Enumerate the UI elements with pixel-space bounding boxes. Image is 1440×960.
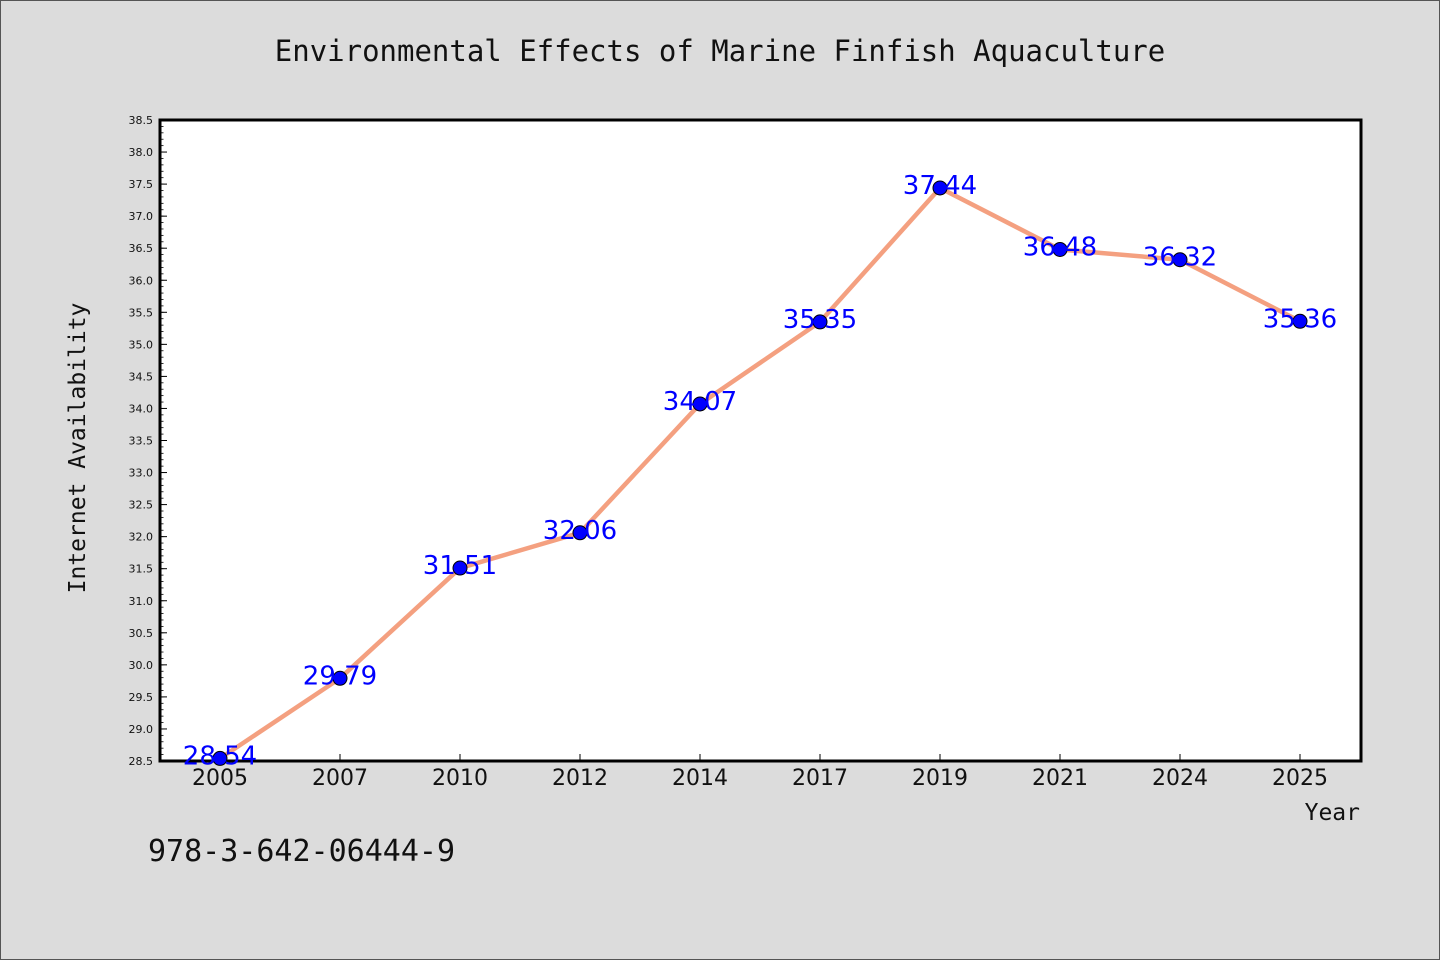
y-tick-label: 36.5 (129, 242, 154, 255)
data-label: 31.51 (423, 551, 497, 581)
chart-title: Environmental Effects of Marine Finfish … (274, 34, 1166, 68)
data-point (932, 180, 948, 196)
y-tick-label: 35.0 (129, 338, 154, 351)
y-tick-label: 29.5 (129, 691, 154, 704)
data-label: 35.36 (1263, 304, 1337, 334)
y-tick-label: 37.5 (129, 178, 154, 191)
y-tick-label: 30.0 (129, 659, 154, 672)
x-tick-label: 2012 (552, 766, 608, 791)
data-label: 34.07 (663, 387, 737, 417)
series-line (218, 185, 1302, 761)
y-tick-label: 37.0 (129, 210, 154, 223)
data-point (572, 525, 588, 541)
y-tick-label: 34.0 (129, 402, 154, 415)
y-tick-label: 31.0 (129, 595, 154, 608)
data-point (452, 560, 468, 576)
y-tick-label: 33.0 (129, 467, 154, 480)
data-label: 37.44 (903, 171, 977, 201)
x-tick-label: 2017 (792, 766, 848, 791)
x-tick-label: 2010 (432, 766, 488, 791)
y-axis-title: Internet Availability (65, 303, 91, 594)
y-tick-label: 33.5 (129, 435, 154, 448)
y-tick-label: 28.5 (129, 755, 154, 768)
x-tick-label: 2019 (912, 766, 968, 791)
data-label: 28.54 (183, 741, 257, 771)
y-tick-label: 31.5 (129, 563, 154, 576)
y-tick-label: 32.5 (129, 499, 154, 512)
y-tick-label: 30.5 (129, 627, 154, 640)
data-point (692, 396, 708, 412)
data-point (1292, 313, 1308, 329)
x-tick-label: 2014 (672, 766, 728, 791)
y-axis: 28.5 29.0 29.5 30.0 30.5 31.0 31.5 32.0 32.5 33.0… (129, 114, 167, 768)
y-tick-label: 32.0 (129, 531, 154, 544)
y-tick-label: 35.5 (129, 306, 154, 319)
data-point (212, 750, 228, 766)
y-tick-label: 38.0 (129, 146, 154, 159)
data-point (1052, 241, 1068, 257)
x-axis-title: Year (1305, 800, 1360, 826)
x-tick-label: 2007 (312, 766, 368, 791)
data-point (332, 670, 348, 686)
data-label: 29.79 (303, 661, 377, 691)
y-tick-label: 38.5 (129, 114, 154, 127)
y-tick-label: 36.0 (129, 274, 154, 287)
data-markers (212, 180, 1308, 766)
x-axis: 2005 2007 2010 2012 2014 2017 2019 2021 2024 2025 (192, 754, 1328, 791)
y-tick-label: 34.5 (129, 370, 154, 383)
data-point (812, 314, 828, 330)
data-label: 36.32 (1143, 243, 1217, 273)
y-tick-label: 29.0 (129, 723, 154, 736)
isbn-text: 978-3-642-06444-9 (148, 834, 456, 869)
data-label: 36.48 (1023, 232, 1097, 262)
x-tick-label: 2005 (192, 766, 248, 791)
data-labels: 28.54 29.79 31.51 32.06 34.07 35.35 37.44 36.48… (183, 171, 1337, 771)
data-label: 32.06 (543, 516, 617, 546)
data-point (1172, 252, 1188, 268)
x-tick-label: 2021 (1032, 766, 1088, 791)
plot-area (158, 118, 1363, 763)
x-tick-label: 2024 (1152, 766, 1208, 791)
x-tick-label: 2025 (1272, 766, 1328, 791)
data-label: 35.35 (783, 305, 857, 335)
